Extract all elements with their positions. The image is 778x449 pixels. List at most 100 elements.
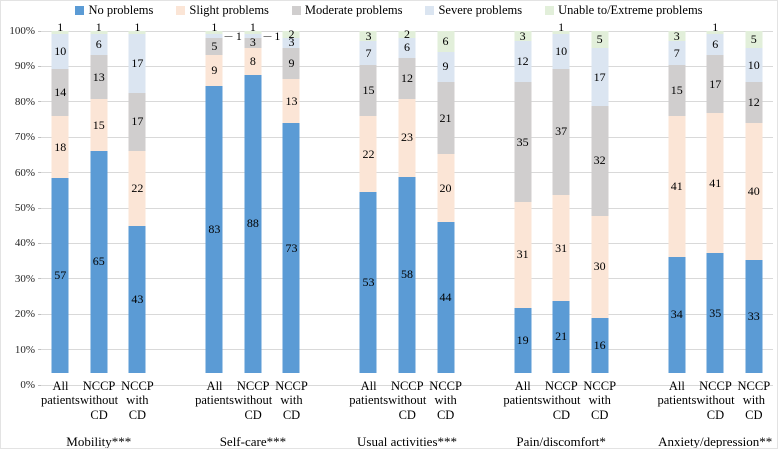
segment-value-label: 35: [516, 134, 529, 149]
x-axis-label: NCCP with CD: [429, 378, 462, 422]
segment-value-label: 3: [519, 28, 526, 43]
segment-value-label: 15: [92, 117, 105, 132]
segment-value-label: 3: [365, 28, 372, 43]
x-axis-label: NCCP with CD: [583, 378, 617, 422]
y-tick-label: 90%: [14, 60, 35, 73]
y-axis: 100% 90% 80% 70% 60% 50% 40% 30% 20% 10% 0%: [1, 25, 43, 391]
bar-segment: 12: [514, 41, 532, 83]
segment-value-label: 8: [249, 53, 256, 68]
legend-item-0: No problems: [75, 3, 153, 18]
segment-value-label: 20: [439, 180, 452, 195]
bar-segment: 15: [668, 65, 686, 117]
x-axis-label: All patients: [195, 378, 234, 408]
y-tick-label: 80%: [14, 95, 35, 108]
above-bar-value-label: 1: [95, 20, 102, 34]
x-axis-label: All patients: [41, 378, 80, 408]
x-labels-row: All patients NCCP without CD NCCP with CD: [503, 379, 619, 422]
bar-column: 35 41 17 6 1: [696, 21, 735, 373]
x-axis-label: All patients: [657, 378, 697, 408]
y-tick-label: 40%: [14, 237, 35, 250]
stacked-bar: 35 41 17 6 1: [706, 21, 724, 373]
segment-value-label: 17: [709, 76, 722, 91]
bar-segment: 19: [514, 307, 532, 373]
bar-segment: 40: [745, 123, 763, 261]
bar-segment: 21: [552, 301, 570, 373]
bar-segment: 6: [398, 37, 416, 59]
segment-value-label: 41: [670, 179, 683, 194]
above-bar-value-label: 1: [211, 20, 218, 34]
group-spacer: [311, 31, 350, 448]
bar-segment: 37: [552, 68, 570, 196]
segment-value-label: 17: [131, 55, 144, 70]
segment-value-label: 6: [712, 37, 719, 52]
segment-value-label: 21: [439, 110, 452, 125]
segment-value-label: 3: [673, 28, 680, 43]
segment-value-label: 43: [131, 291, 144, 306]
y-tick-label: 60%: [14, 166, 35, 179]
bar-segment: 73: [282, 123, 300, 373]
segment-value-label: 3: [288, 35, 295, 50]
bar-groups: 57 18 14 10 1 65 15 13 6 1 43 22 17 17 1 All patients NC…: [41, 21, 774, 449]
bar-segment: 30: [591, 215, 609, 319]
segment-value-label: 9: [442, 59, 449, 74]
leader-value-label: 1: [235, 29, 242, 44]
bar-segment: 18: [51, 116, 69, 179]
x-labels-row: All patients NCCP without CD NCCP with CD: [657, 379, 773, 422]
above-bar-value-label: 1: [57, 20, 64, 34]
bar-segment: [205, 34, 223, 38]
stacked-bar: 65 15 13 6 1: [90, 21, 108, 373]
segment-value-label: 10: [54, 44, 67, 59]
bar-segment: 3: [514, 28, 532, 43]
segment-value-label: 10: [747, 57, 760, 72]
segment-value-label: 31: [555, 240, 568, 255]
leader-value-label: 1: [274, 29, 281, 44]
bar-segment: 5: [205, 37, 223, 56]
legend-swatch-icon: [545, 6, 555, 15]
segment-value-label: 6: [442, 33, 449, 48]
bar-segment: 3: [668, 28, 686, 43]
segment-value-label: 7: [365, 45, 372, 60]
segment-value-label: 65: [92, 254, 105, 269]
x-axis-label: NCCP with CD: [121, 378, 154, 422]
bar-column: 33 40 12 10 5: [735, 31, 774, 373]
dimension-title: Anxiety/depression**: [658, 434, 773, 449]
legend-label: Unable to/Extreme problems: [558, 3, 703, 17]
y-tick-label: 30%: [14, 272, 35, 285]
legend-label: Moderate problems: [304, 3, 403, 17]
segment-value-label: 58: [401, 267, 414, 282]
chart-body: 57 18 14 10 1 65 15 13 6 1 43 22 17 17 1 All patients NC…: [41, 21, 774, 449]
leader-line: [224, 35, 233, 37]
legend-swatch-icon: [425, 6, 435, 15]
x-axis-label: All patients: [349, 378, 389, 408]
bar-segment: 2: [398, 26, 416, 41]
bar-segment: 6: [437, 31, 455, 52]
segment-value-label: 9: [211, 63, 218, 78]
segment-value-label: 2: [404, 26, 411, 41]
y-tick-mark: [38, 101, 43, 103]
bar-segment: 31: [514, 201, 532, 308]
segment-value-label: 31: [516, 247, 529, 262]
legend: No problems Slight problems Moderate probl…: [1, 3, 777, 18]
bar-column: 43 22 17 17 1: [118, 21, 157, 373]
legend-swatch-icon: [75, 6, 85, 15]
bars-row: 34 41 15 7 3 35 41 17 6 1 33 40 12 10 5: [657, 21, 774, 373]
legend-item-2: Moderate problems: [291, 3, 403, 18]
x-axis-label: NCCP without CD: [79, 378, 119, 422]
segment-value-label: 40: [747, 184, 760, 199]
bar-segment: 15: [359, 65, 377, 117]
segment-value-label: 12: [401, 70, 414, 85]
bar-segment: 9: [205, 55, 223, 87]
bar-segment: [244, 34, 262, 38]
stacked-bar: 58 23 12 6 2: [398, 26, 416, 373]
segment-value-label: 22: [362, 146, 375, 161]
bar-segment: 41: [706, 113, 724, 254]
bar-column: 16 30 32 17 5: [580, 31, 619, 373]
segment-value-label: 3: [249, 35, 256, 50]
dimension-title: Usual activities***: [357, 434, 458, 449]
legend-label: Severe problems: [438, 3, 523, 17]
stacked-bar: 43 22 17 17 1: [128, 21, 146, 373]
legend-label: No problems: [88, 3, 154, 17]
y-tick-mark: [38, 65, 43, 67]
segment-value-label: 6: [404, 40, 411, 55]
bar-segment: 12: [398, 58, 416, 99]
